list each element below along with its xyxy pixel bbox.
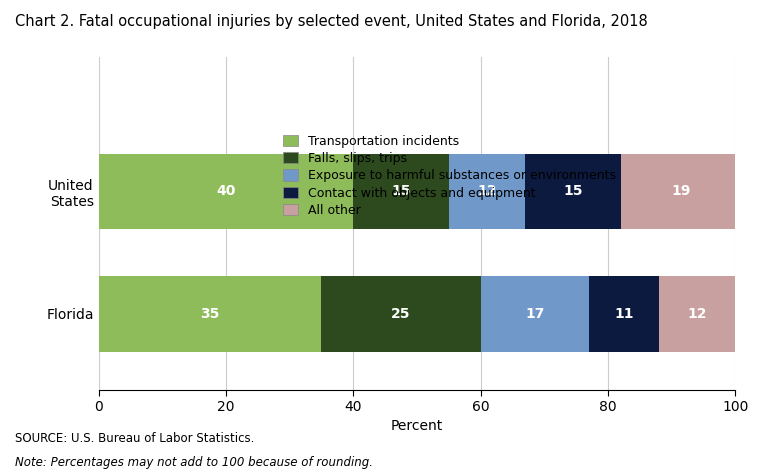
Bar <box>99 276 321 352</box>
Bar <box>659 276 735 352</box>
Text: 35: 35 <box>200 307 220 321</box>
Text: 12: 12 <box>478 184 496 199</box>
Text: SOURCE: U.S. Bureau of Labor Statistics.: SOURCE: U.S. Bureau of Labor Statistics. <box>15 432 255 445</box>
Text: Chart 2. Fatal occupational injuries by selected event, United States and Florid: Chart 2. Fatal occupational injuries by … <box>15 14 648 29</box>
Text: 19: 19 <box>672 184 691 199</box>
Bar <box>321 276 481 352</box>
Text: 17: 17 <box>525 307 544 321</box>
Text: 15: 15 <box>391 184 411 199</box>
Bar <box>525 153 621 229</box>
Text: 25: 25 <box>391 307 411 321</box>
Legend: Transportation incidents, Falls, slips, trips, Exposure to harmful substances or: Transportation incidents, Falls, slips, … <box>283 134 616 217</box>
Bar <box>481 276 589 352</box>
X-axis label: Percent: Percent <box>391 419 443 434</box>
Bar <box>589 276 659 352</box>
Text: 12: 12 <box>688 307 706 321</box>
Bar <box>621 153 741 229</box>
Text: 11: 11 <box>614 307 634 321</box>
Bar <box>99 153 353 229</box>
Text: 40: 40 <box>216 184 236 199</box>
Text: 15: 15 <box>563 184 583 199</box>
Bar <box>449 153 525 229</box>
Bar <box>353 153 449 229</box>
Text: Note: Percentages may not add to 100 because of rounding.: Note: Percentages may not add to 100 bec… <box>15 456 373 469</box>
